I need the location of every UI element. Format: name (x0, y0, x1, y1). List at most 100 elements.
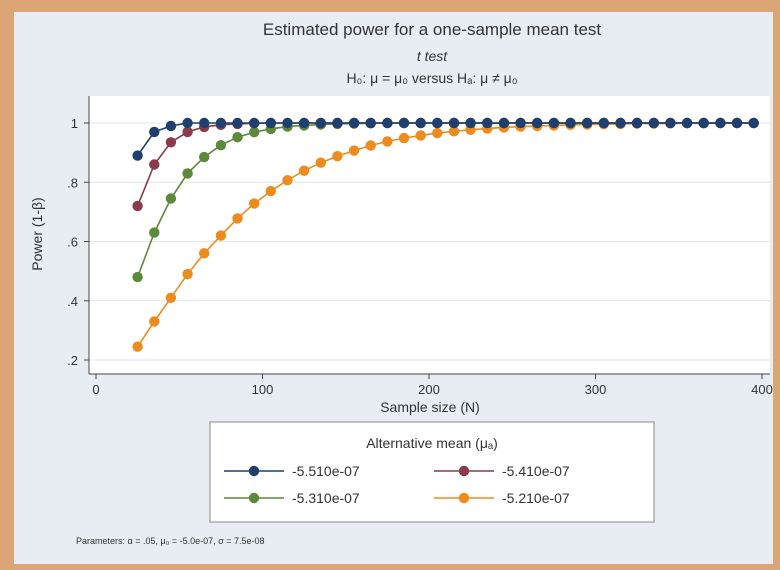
legend-label: -5.210e-07 (502, 490, 570, 506)
data-point (165, 120, 177, 132)
data-point (149, 316, 160, 327)
y-tick-label: 1 (71, 116, 78, 131)
data-point (365, 140, 376, 151)
power-chart: Estimated power for a one-sample mean te… (29, 20, 773, 546)
data-point (532, 117, 543, 129)
y-tick-label: .8 (67, 175, 78, 190)
data-point (149, 159, 160, 170)
legend-swatch-marker (458, 492, 470, 504)
data-point (548, 117, 560, 129)
legend-swatch-marker (248, 492, 260, 504)
x-tick-label: 0 (92, 382, 99, 397)
data-point (731, 117, 743, 129)
data-point (199, 248, 210, 259)
data-point (648, 117, 659, 129)
legend-entry: -5.210e-07 (434, 490, 570, 506)
data-point (398, 117, 410, 129)
data-point (415, 117, 426, 129)
x-axis-label: Sample size (N) (380, 399, 480, 415)
data-point (315, 117, 326, 129)
axes: .2 .4 .6 .8 1 0 100 200 300 400 (67, 96, 773, 397)
data-point (182, 126, 193, 138)
data-point (698, 117, 709, 129)
data-point (132, 150, 143, 161)
data-point (249, 198, 260, 209)
data-point (398, 132, 410, 144)
data-point (415, 130, 426, 141)
data-point (315, 157, 326, 168)
data-point (165, 193, 177, 204)
data-point (282, 117, 293, 129)
data-point (748, 117, 759, 129)
data-point (482, 117, 493, 129)
data-point (498, 117, 510, 129)
parameters-note: Parameters: α = .05, μ₀ = -5.0e-07, σ = … (76, 536, 265, 546)
data-point (681, 117, 693, 129)
data-point (199, 151, 210, 163)
legend-label: -5.410e-07 (502, 463, 570, 479)
data-point (432, 127, 443, 139)
data-point (232, 213, 243, 224)
data-point (432, 117, 443, 129)
legend-title: Alternative mean (μₐ) (366, 435, 498, 451)
legend-swatch-marker (248, 465, 260, 477)
x-tick-label: 200 (418, 382, 440, 397)
y-axis-label: Power (1-β) (29, 197, 45, 270)
data-point (348, 117, 360, 129)
chart-title: Estimated power for a one-sample mean te… (263, 20, 602, 39)
data-point (215, 117, 227, 129)
data-point (332, 117, 343, 129)
data-point (232, 117, 243, 129)
data-point (298, 117, 310, 129)
hypothesis-label: H₀: μ = μ₀ versus Hₐ: μ ≠ μ₀ (346, 70, 517, 86)
data-point (282, 175, 293, 186)
series-layer (132, 117, 759, 352)
data-point (149, 126, 160, 138)
legend-label: -5.310e-07 (292, 490, 360, 506)
legend-entry: -5.510e-07 (224, 463, 360, 479)
legend-entries: -5.510e-07 -5.410e-07 -5.310e-07 -5.210e-07 (224, 463, 570, 506)
data-point (199, 117, 210, 129)
legend-entry: -5.310e-07 (224, 490, 360, 506)
legend-box (209, 421, 655, 523)
chart-subtitle: t test (417, 48, 448, 64)
x-tick-label: 400 (751, 382, 773, 397)
data-point (465, 117, 476, 129)
data-point (665, 117, 676, 129)
data-point (265, 185, 276, 197)
data-point (631, 117, 643, 129)
data-point (332, 151, 343, 162)
data-point (598, 117, 609, 129)
series-1 (132, 117, 759, 161)
data-point (382, 117, 393, 129)
data-point (232, 132, 243, 143)
plot-area (89, 96, 770, 374)
data-point (215, 230, 227, 241)
data-point (132, 271, 143, 283)
data-point (249, 117, 260, 129)
data-point (132, 341, 143, 352)
data-point (582, 117, 593, 129)
data-point (265, 117, 276, 129)
data-point (132, 200, 143, 212)
x-tick-label: 300 (585, 382, 607, 397)
data-point (365, 117, 376, 129)
y-tick-label: .4 (67, 294, 78, 309)
data-point (165, 137, 177, 148)
data-point (165, 292, 177, 303)
y-tick-label: .6 (67, 235, 78, 250)
data-point (382, 136, 393, 147)
data-point (182, 168, 193, 179)
legend-swatch-marker (458, 465, 470, 477)
data-point (515, 117, 526, 129)
data-point (448, 126, 460, 137)
y-tick-label: .2 (67, 353, 78, 368)
data-point (298, 165, 310, 176)
data-point (715, 117, 726, 129)
data-point (448, 117, 460, 129)
data-point (565, 117, 576, 129)
x-tick-label: 100 (252, 382, 274, 397)
chart-frame: Estimated power for a one-sample mean te… (14, 12, 773, 564)
legend-entry: -5.410e-07 (434, 463, 570, 479)
data-point (615, 117, 626, 129)
